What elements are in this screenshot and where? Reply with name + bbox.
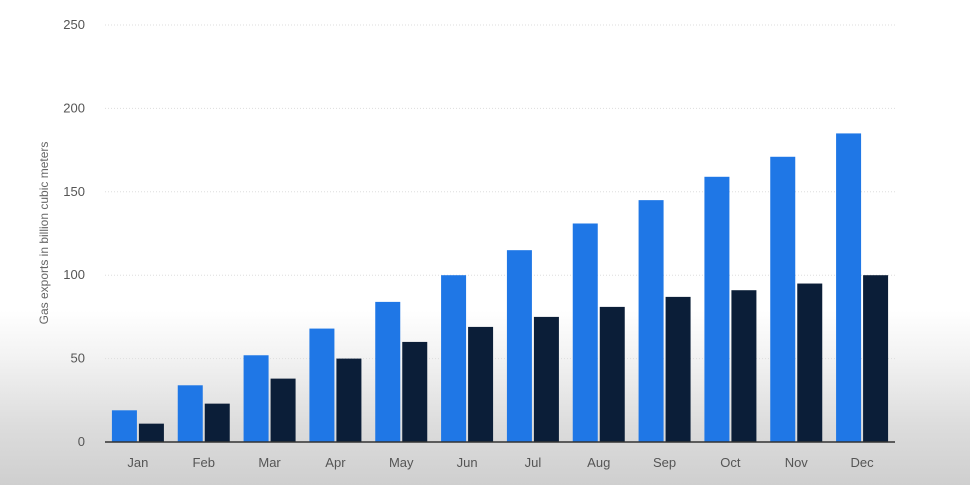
bar-may-series-1 <box>375 301 401 442</box>
x-tick-label-feb: Feb <box>193 455 215 470</box>
x-tick-label-oct: Oct <box>720 455 741 470</box>
bar-jun-series-1 <box>441 275 467 442</box>
y-axis-tick-labels: 0 50 100 150 200 250 <box>63 17 85 449</box>
y-tick-label: 150 <box>63 184 85 199</box>
bar-jan-series-2 <box>138 423 164 442</box>
bar-jul-series-2 <box>533 316 559 442</box>
bar-feb-series-2 <box>204 403 230 442</box>
x-tick-label-aug: Aug <box>587 455 610 470</box>
bar-mar-series-1 <box>243 355 269 442</box>
bar-oct-series-1 <box>704 176 730 442</box>
bar-apr-series-1 <box>309 328 335 442</box>
bar-jan-series-1 <box>111 410 137 442</box>
x-tick-label-jun: Jun <box>457 455 478 470</box>
x-tick-label-dec: Dec <box>851 455 875 470</box>
x-tick-label-sep: Sep <box>653 455 676 470</box>
bar-nov-series-2 <box>797 283 823 442</box>
bar-aug-series-2 <box>599 306 625 442</box>
y-tick-label: 100 <box>63 267 85 282</box>
y-tick-label: 250 <box>63 17 85 32</box>
x-tick-label-may: May <box>389 455 414 470</box>
y-tick-label: 200 <box>63 100 85 115</box>
bar-dec-series-1 <box>836 133 862 443</box>
x-tick-label-jul: Jul <box>525 455 542 470</box>
bar-feb-series-1 <box>177 385 203 442</box>
y-axis-title: Gas exports in billion cubic meters <box>37 142 51 325</box>
x-tick-label-jan: Jan <box>127 455 148 470</box>
bar-jun-series-2 <box>468 326 494 442</box>
bar-nov-series-1 <box>770 156 796 442</box>
x-tick-label-apr: Apr <box>325 455 346 470</box>
bar-series <box>111 133 889 443</box>
x-axis-tick-labels: Jan Feb Mar Apr May Jun Jul Aug Sep Oct Nov Dec <box>127 455 874 470</box>
bar-aug-series-1 <box>572 223 598 442</box>
bar-sep-series-1 <box>638 200 664 442</box>
bar-dec-series-2 <box>863 275 889 442</box>
bar-sep-series-2 <box>665 296 691 442</box>
x-tick-label-mar: Mar <box>258 455 281 470</box>
bar-jul-series-1 <box>506 250 532 442</box>
bar-apr-series-2 <box>336 358 362 442</box>
x-tick-label-nov: Nov <box>785 455 809 470</box>
bar-oct-series-2 <box>731 290 757 442</box>
y-tick-label: 0 <box>78 434 85 449</box>
y-tick-label: 50 <box>71 351 85 366</box>
bar-may-series-2 <box>402 341 428 442</box>
bar-mar-series-2 <box>270 378 296 442</box>
